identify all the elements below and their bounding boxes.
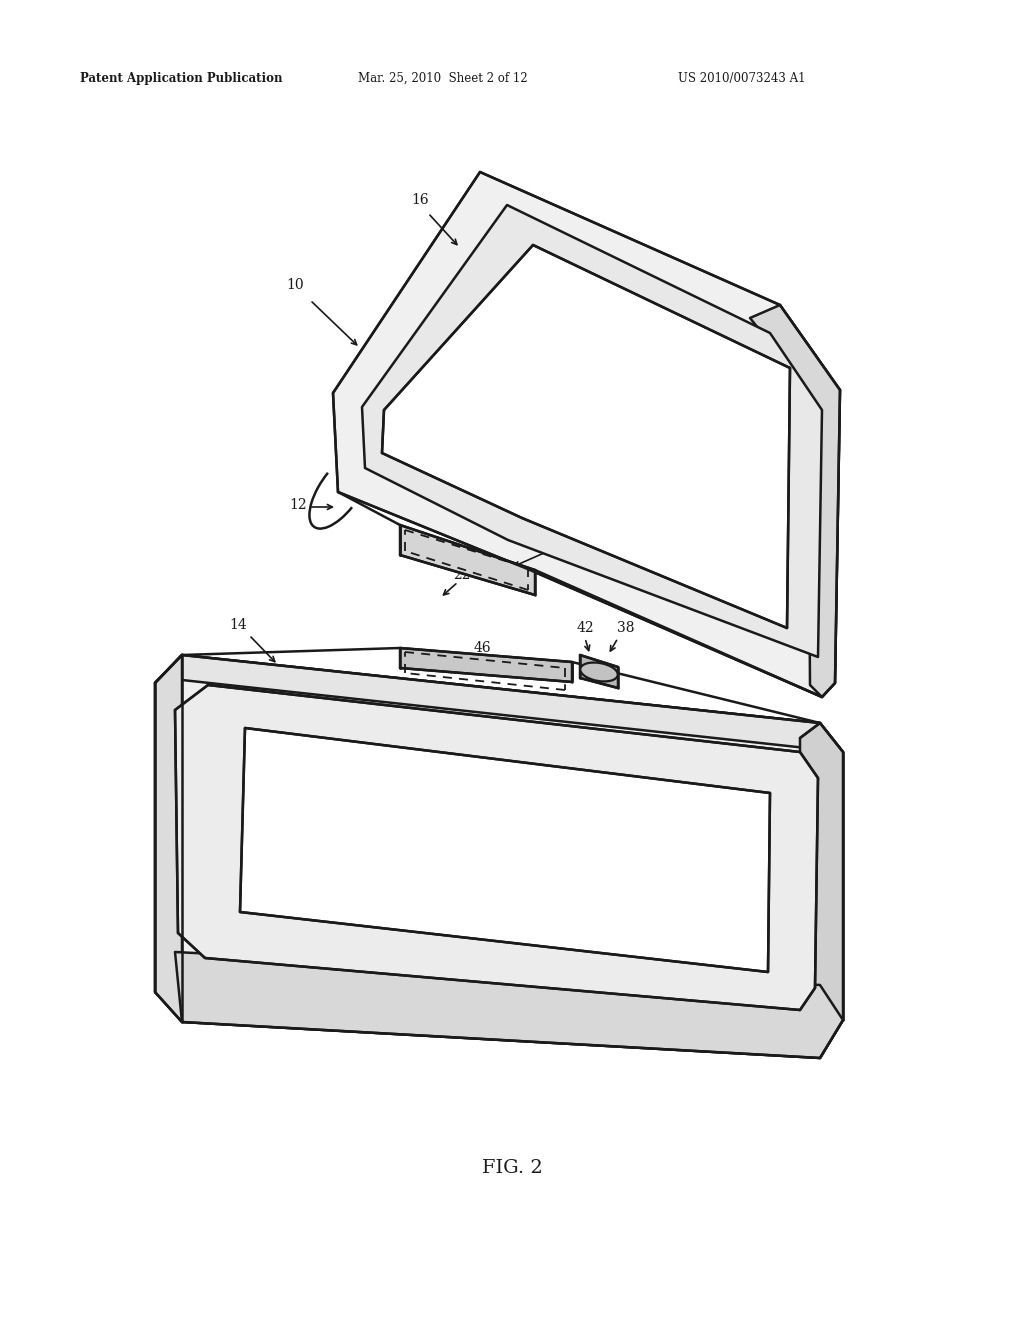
Polygon shape xyxy=(240,729,770,972)
Polygon shape xyxy=(580,655,618,688)
Polygon shape xyxy=(155,655,843,1059)
Text: 22: 22 xyxy=(454,568,471,582)
Ellipse shape xyxy=(581,663,617,681)
Polygon shape xyxy=(175,685,818,1010)
Polygon shape xyxy=(155,655,843,752)
Text: FIG. 2: FIG. 2 xyxy=(481,1159,543,1177)
Text: 10: 10 xyxy=(286,279,304,292)
Polygon shape xyxy=(400,648,572,682)
Polygon shape xyxy=(155,655,182,1022)
Text: 42: 42 xyxy=(577,620,594,635)
Text: 16: 16 xyxy=(412,193,429,207)
Text: US 2010/0073243 A1: US 2010/0073243 A1 xyxy=(678,73,806,84)
Text: Patent Application Publication: Patent Application Publication xyxy=(80,73,283,84)
Polygon shape xyxy=(400,525,535,595)
Polygon shape xyxy=(362,205,822,657)
Polygon shape xyxy=(800,723,843,1059)
Text: 12: 12 xyxy=(289,498,307,512)
Polygon shape xyxy=(750,305,840,697)
Text: 14: 14 xyxy=(229,618,247,632)
Polygon shape xyxy=(382,246,790,628)
Polygon shape xyxy=(333,172,840,697)
Polygon shape xyxy=(175,952,843,1059)
Text: 46: 46 xyxy=(473,642,490,655)
Text: 44: 44 xyxy=(551,533,569,546)
Text: Mar. 25, 2010  Sheet 2 of 12: Mar. 25, 2010 Sheet 2 of 12 xyxy=(358,73,527,84)
Text: 38: 38 xyxy=(617,620,635,635)
